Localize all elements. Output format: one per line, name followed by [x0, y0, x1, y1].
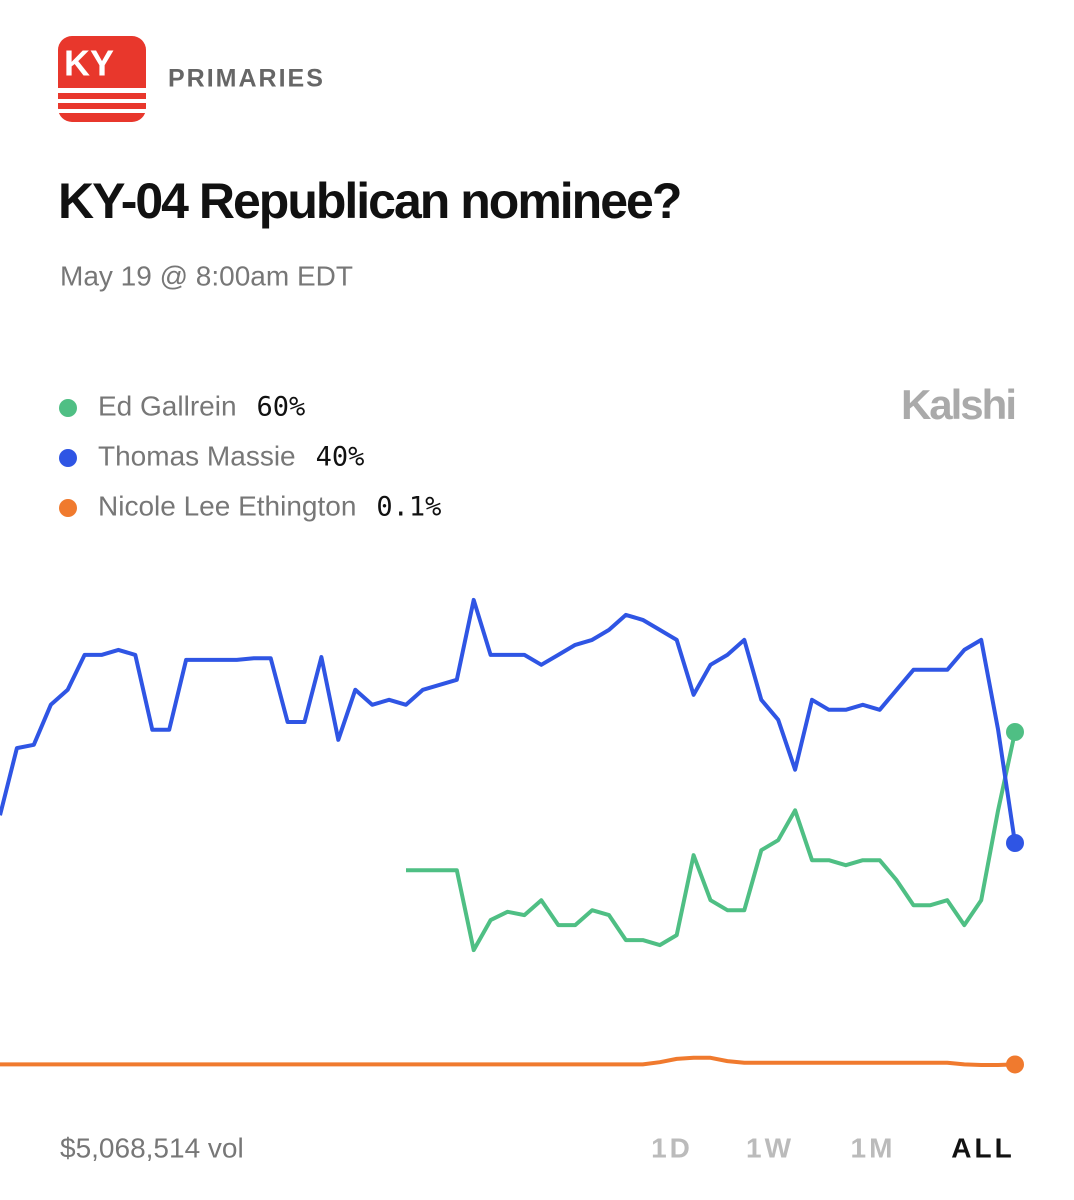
end-dot: [1006, 1055, 1024, 1074]
legend-dot: [59, 399, 77, 417]
legend-dot: [59, 499, 77, 517]
legend-value: 0.1%: [376, 492, 441, 523]
badge-stripe: [58, 88, 146, 93]
legend-dot: [59, 449, 77, 467]
series-line: [406, 731, 1017, 953]
range-button[interactable]: 1D: [651, 1132, 693, 1163]
legend-label: Ed Gallrein: [98, 390, 237, 421]
category: PRIMARIES: [168, 65, 325, 93]
series-line: [0, 1055, 1016, 1067]
end-dot: [1006, 834, 1024, 852]
badge-text: KY: [64, 43, 114, 84]
end-dot: [1006, 723, 1024, 741]
range-button[interactable]: 1W: [746, 1132, 794, 1163]
badge-stripe: [58, 109, 146, 113]
legend-value: 40%: [316, 442, 365, 473]
badge: KY: [58, 36, 146, 122]
legend-value: 60%: [257, 392, 306, 423]
subtitle: May 19 @ 8:00am EDT: [60, 260, 353, 291]
legend-label: Thomas Massie: [98, 440, 296, 471]
range-button[interactable]: 1M: [851, 1132, 896, 1163]
brand: Kalshi: [901, 381, 1015, 428]
range-button[interactable]: ALL: [951, 1132, 1014, 1163]
badge-stripe: [58, 99, 146, 103]
series-line: [0, 597, 1017, 844]
chart-title: KY-04 Republican nominee?: [58, 173, 680, 229]
legend-label: Nicole Lee Ethington: [98, 490, 356, 521]
volume: $5,068,514 vol: [60, 1132, 244, 1163]
